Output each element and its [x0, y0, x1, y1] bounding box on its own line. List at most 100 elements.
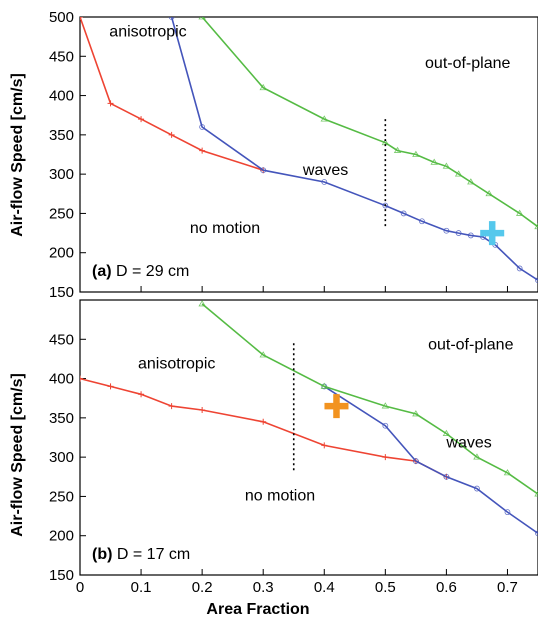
data-point-out_of_plane_boundary-b — [534, 490, 538, 497]
region-label-a: out-of-plane — [425, 55, 510, 72]
data-point-out_of_plane_boundary-a — [259, 83, 267, 91]
panel-label-b: (b) D = 17 cm — [92, 546, 190, 563]
y-tick-label-a: 200 — [49, 245, 74, 262]
data-point-anisotropic_boundary-b — [80, 375, 83, 382]
data-point-anisotropic_boundary-b — [107, 383, 114, 390]
data-point-waves_boundary-a — [443, 227, 450, 234]
region-label-a: waves — [302, 162, 348, 179]
data-point-out_of_plane_boundary-a — [412, 150, 420, 157]
y-tick-label-a: 300 — [49, 166, 74, 183]
data-point-waves_boundary-a — [419, 218, 425, 225]
y-tick-label-a: 500 — [49, 9, 74, 26]
data-point-out_of_plane_boundary-a — [454, 170, 463, 177]
data-point-waves_boundary-a — [321, 179, 328, 185]
data-point-waves_boundary-b — [412, 458, 419, 464]
panel-letter-a: (a) — [92, 263, 112, 280]
data-point-anisotropic_boundary-b — [382, 454, 389, 461]
data-point-anisotropic_boundary-a — [168, 131, 175, 138]
experiment-marker-a — [480, 221, 505, 246]
data-point-out_of_plane_boundary-a — [534, 223, 538, 230]
data-point-anisotropic_boundary-b — [321, 442, 328, 449]
data-point-waves_boundary-a — [467, 232, 474, 239]
data-point-anisotropic_boundary-b — [199, 407, 206, 413]
data-point-waves_boundary-a — [199, 124, 206, 130]
data-point-anisotropic_boundary-b — [138, 391, 145, 398]
y-tick-label-a: 250 — [49, 205, 74, 222]
data-point-out_of_plane_boundary-a — [393, 146, 402, 153]
y-tick-label-b: 200 — [49, 528, 74, 545]
data-point-out_of_plane_boundary-b — [198, 300, 206, 307]
data-point-waves_boundary-a — [400, 210, 407, 217]
x-tick-label: 0.7 — [497, 579, 518, 596]
data-point-anisotropic_boundary-a — [107, 100, 114, 107]
region-label-b: anisotropic — [138, 355, 215, 372]
panel-subtitle-a: D = 29 cm — [112, 263, 190, 280]
region-label-b: out-of-plane — [428, 337, 513, 354]
data-point-out_of_plane_boundary-a — [467, 178, 475, 185]
plot-frame-a — [79, 16, 538, 293]
x-tick-label: 0.1 — [131, 579, 152, 596]
y-tick-label-b: 450 — [49, 331, 74, 348]
data-point-anisotropic_boundary-a — [199, 147, 206, 154]
region-label-a: no motion — [190, 220, 260, 237]
panel-b: 150 200 250 300 350 400 450 anisotropic out-of-p… — [49, 299, 538, 584]
data-point-out_of_plane_boundary-b — [381, 402, 390, 409]
data-point-out_of_plane_boundary-b — [442, 429, 451, 436]
data-point-waves_boundary-b — [474, 485, 480, 492]
data-point-waves_boundary-a — [516, 265, 523, 272]
panel-subtitle-b: D = 17 cm — [112, 546, 190, 563]
data-point-waves_boundary-b — [382, 422, 389, 429]
plot-frame-b — [79, 299, 538, 576]
data-point-out_of_plane_boundary-b — [412, 410, 420, 417]
data-point-anisotropic_boundary-a — [138, 116, 145, 123]
x-tick-label: 0.6 — [436, 579, 457, 596]
data-point-waves_boundary-b — [535, 530, 538, 537]
series-line-waves_boundary-b — [323, 385, 538, 535]
data-point-waves_boundary-a — [168, 17, 175, 20]
data-point-waves_boundary-a — [455, 230, 462, 236]
experiment-marker-b — [324, 394, 349, 419]
plot-area-b — [80, 300, 538, 537]
y-tick-label-b: 350 — [49, 410, 74, 427]
x-tick-label: 0 — [76, 579, 84, 596]
data-point-waves_boundary-a — [535, 277, 538, 284]
y-axis-title-b: Air-flow Speed [cm/s] — [9, 373, 26, 537]
x-axis-title: Area Fraction — [206, 601, 309, 618]
series-line-out_of_plane_boundary-b — [201, 303, 538, 495]
data-point-out_of_plane_boundary-a — [442, 162, 451, 169]
panel-label-a: (a) D = 29 cm — [92, 263, 189, 280]
x-tick-label: 0.4 — [314, 579, 335, 596]
data-point-waves_boundary-a — [382, 202, 389, 209]
data-point-out_of_plane_boundary-a — [515, 209, 524, 216]
y-tick-label-a: 400 — [49, 88, 74, 105]
data-point-out_of_plane_boundary-a — [430, 158, 438, 165]
y-tick-label-b: 300 — [49, 449, 74, 466]
y-tick-label-a: 450 — [49, 48, 74, 65]
data-point-anisotropic_boundary-b — [168, 403, 175, 410]
data-point-out_of_plane_boundary-b — [320, 382, 328, 389]
data-point-out_of_plane_boundary-b — [259, 351, 267, 358]
data-point-waves_boundary-b — [504, 509, 511, 516]
data-point-out_of_plane_boundary-a — [320, 115, 328, 122]
y-axis-title-a: Air-flow Speed [cm/s] — [9, 73, 26, 237]
y-tick-label-a: 150 — [49, 284, 74, 301]
data-point-out_of_plane_boundary-b — [473, 453, 481, 460]
panel-a: 150 200 250 300 350 400 450 500 anisotropic out-o… — [49, 9, 538, 301]
data-point-waves_boundary-b — [443, 473, 450, 480]
series-line-out_of_plane_boundary-a — [201, 17, 538, 228]
x-tick-label: 0.3 — [253, 579, 274, 596]
data-point-waves_boundary-a — [260, 167, 267, 174]
y-tick-label-b: 250 — [49, 488, 74, 505]
region-label-a: anisotropic — [109, 24, 186, 41]
data-point-anisotropic_boundary-b — [260, 418, 267, 425]
x-tick-label: 0.2 — [192, 579, 213, 596]
data-point-out_of_plane_boundary-b — [503, 469, 512, 476]
y-tick-label-b: 400 — [49, 371, 74, 388]
x-tick-label: 0.5 — [375, 579, 396, 596]
data-point-anisotropic_boundary-a — [80, 17, 83, 20]
y-tick-label-b: 150 — [49, 567, 74, 584]
panel-letter-b: (b) — [92, 546, 112, 563]
series-line-anisotropic_boundary-a — [80, 17, 264, 171]
series-line-anisotropic_boundary-b — [80, 377, 447, 478]
